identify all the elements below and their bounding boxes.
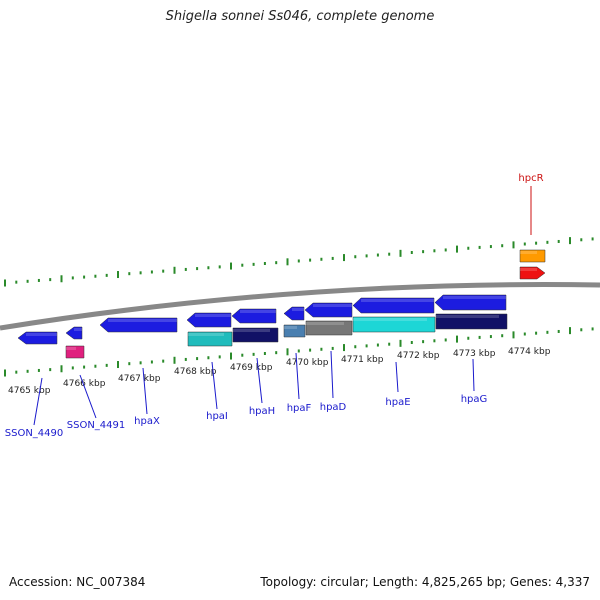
gene-feature: [186, 312, 232, 328]
scale-label: 4767 kbp: [118, 374, 161, 384]
gene-feature: [519, 266, 546, 280]
gene-label: hpaG: [461, 394, 488, 405]
label-leader-line: [295, 352, 300, 400]
gene-label: hpaH: [249, 406, 275, 417]
gene-feature: [17, 331, 58, 345]
scale-label: 4765 kbp: [8, 386, 51, 396]
gene-feature-shine: [313, 304, 352, 307]
gene-feature: [283, 306, 305, 321]
gene-feature-shine: [26, 333, 57, 336]
gene-feature-shine: [520, 251, 537, 254]
genome-stats-text: Topology: circular; Length: 4,825,265 bp…: [260, 575, 590, 589]
gene-feature-shine: [361, 299, 434, 302]
scale-label: 4769 kbp: [230, 363, 273, 373]
gene-feature-shine: [436, 315, 499, 318]
label-leader-line: [256, 357, 263, 404]
gene-feature: [232, 327, 279, 343]
gene-label: hpaX: [134, 416, 160, 427]
scale-labels: 4765 kbp 4766 kbp 4767 kbp 4768 kbp 4769 kbp…: [8, 347, 551, 396]
gene-feature-shine: [108, 319, 177, 322]
gene-feature: [231, 308, 277, 324]
gene-features: [17, 249, 546, 359]
gene-feature: [435, 313, 508, 330]
gene-label: SSON_4490: [5, 428, 64, 439]
gene-feature: [434, 294, 507, 311]
gene-feature: [304, 302, 353, 318]
gene-label: hpaD: [320, 402, 347, 413]
gene-feature: [65, 326, 83, 340]
accession-text: Accession: NC_007384: [9, 575, 146, 589]
gene-feature: [519, 249, 546, 263]
gene-feature: [99, 317, 178, 333]
label-leader-line: [33, 377, 43, 426]
gene-feature: [305, 320, 353, 336]
gene-label: hpaI: [206, 411, 228, 422]
gene-label: hpaE: [385, 397, 410, 408]
scale-label: 4766 kbp: [63, 379, 106, 389]
gene-feature: [352, 316, 436, 333]
gene-label: hpcR: [518, 173, 543, 184]
gene-feature-shine: [306, 322, 344, 325]
gene-feature-shine: [240, 310, 276, 313]
label-leader-line: [330, 350, 334, 399]
map-title: Shigella sonnei Ss046, complete genome: [165, 9, 435, 24]
scale-label: 4768 kbp: [174, 367, 217, 377]
scale-label: 4770 kbp: [286, 358, 329, 368]
gene-feature-shine: [443, 296, 506, 299]
gene-feature-shine: [74, 328, 82, 331]
gene-feature-shine: [66, 347, 76, 350]
scale-label: 4774 kbp: [508, 347, 551, 357]
gene-feature-shine: [353, 318, 427, 321]
label-leader-line: [211, 361, 218, 410]
gene-label: hpaF: [287, 403, 312, 414]
upper-tick-row: [4, 237, 594, 287]
label-leader-line: [395, 361, 399, 393]
gene-feature-shine: [188, 333, 224, 336]
gene-feature-shine: [233, 329, 270, 332]
gene-feature-shine: [292, 308, 304, 311]
gene-label: SSON_4491: [67, 420, 126, 431]
label-leader-line: [472, 358, 475, 392]
gene-feature: [352, 297, 435, 314]
scale-label: 4773 kbp: [453, 349, 496, 359]
scale-label: 4771 kbp: [341, 355, 384, 365]
label-leader-line: [142, 367, 148, 415]
lower-tick-row: [4, 327, 594, 377]
gene-feature-shine: [195, 314, 231, 317]
gene-feature-shine: [284, 326, 297, 329]
label-leader-line: [79, 374, 97, 419]
gene-feature: [187, 331, 233, 347]
gene-feature-shine: [520, 268, 537, 271]
scale-label: 4772 kbp: [397, 351, 440, 361]
gene-feature: [283, 324, 306, 338]
gene-feature: [65, 345, 85, 359]
genome-backbone: [0, 282, 600, 331]
